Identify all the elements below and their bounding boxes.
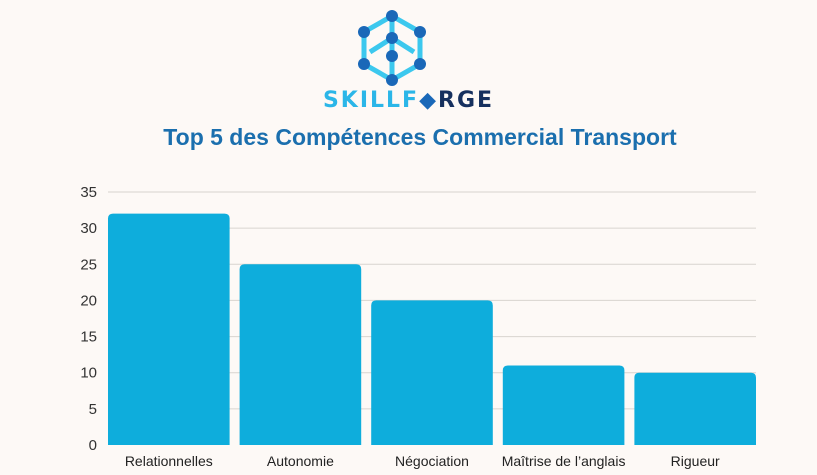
y-tick-label: 25 — [80, 256, 97, 273]
x-tick-label: Rigueur — [671, 453, 720, 469]
bar — [108, 213, 230, 445]
y-tick-label: 10 — [80, 365, 97, 382]
bar — [239, 264, 362, 445]
chart-title: Top 5 des Compétences Commercial Transpo… — [163, 124, 677, 150]
y-tick-label: 15 — [80, 329, 97, 346]
y-tick-label: 20 — [80, 292, 97, 309]
x-tick-label: Relationnelles — [125, 453, 213, 469]
x-tick-label: Négociation — [395, 453, 469, 469]
x-tick-label: Maîtrise de l’anglais — [502, 453, 626, 469]
skillforge-logo-icon — [358, 10, 426, 86]
bar — [634, 372, 756, 445]
y-tick-label: 5 — [89, 401, 97, 418]
brand-part2: RGE — [438, 88, 495, 113]
diamond-icon: ◆ — [419, 88, 439, 113]
y-tick-label: 0 — [89, 437, 97, 454]
bar — [502, 365, 625, 445]
brand-name: SKILLF◆RGE — [0, 88, 817, 113]
bar — [371, 300, 493, 445]
x-tick-label: Autonomie — [267, 453, 334, 469]
y-tick-label: 30 — [80, 220, 97, 237]
y-tick-label: 35 — [80, 184, 97, 201]
brand-part1: SKILLF — [322, 88, 420, 113]
